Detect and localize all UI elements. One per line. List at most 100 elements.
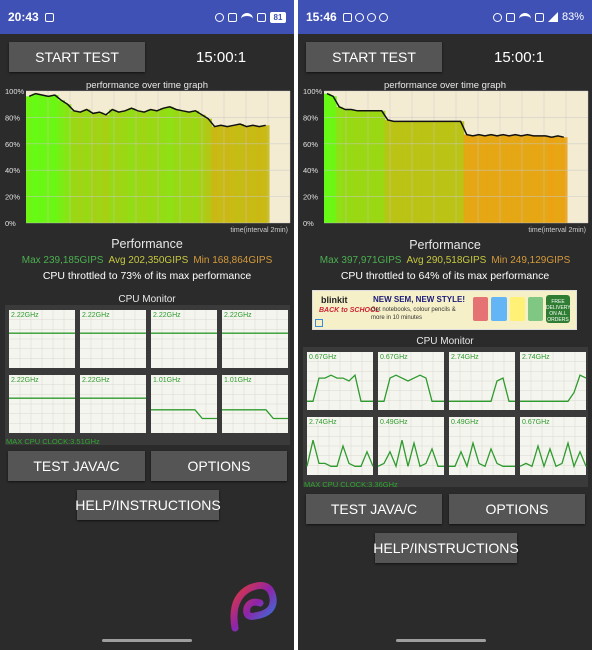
test-java-button[interactable]: TEST JAVA/C xyxy=(8,451,145,481)
perf-bar xyxy=(83,109,91,223)
avg-gips: Avg 290,518GIPS xyxy=(406,255,487,266)
min-gips: Min 249,129GIPS xyxy=(491,255,571,266)
performance-line xyxy=(28,92,266,128)
cpu-core-graph: 0.67GHz xyxy=(378,352,444,410)
performance-title: Performance xyxy=(111,237,183,251)
perf-bar xyxy=(433,121,440,223)
ad-subtext: Get notebooks, colour pencils & more in … xyxy=(371,307,456,321)
perf-bar xyxy=(372,110,380,223)
perf-bar xyxy=(211,126,219,223)
perf-bar xyxy=(243,126,251,223)
vibrate-icon xyxy=(228,12,237,22)
perf-bar xyxy=(121,110,129,223)
core-freq-label: 2.22GHz xyxy=(153,312,181,319)
wifi-icon xyxy=(241,12,253,22)
perf-bar xyxy=(77,112,85,223)
perf-bar xyxy=(512,134,519,223)
start-test-button[interactable]: START TEST xyxy=(9,42,145,72)
perf-bar xyxy=(204,118,212,223)
y-tick-label: 40% xyxy=(303,166,318,175)
core-freq-line xyxy=(306,440,374,467)
performance-stats: Max 239,185GIPS Avg 202,350GIPS Min 168,… xyxy=(0,255,294,266)
core-freq-label: 2.22GHz xyxy=(82,377,110,384)
ad-tagline: BACK to SCHOOL xyxy=(319,307,380,314)
test-java-button[interactable]: TEST JAVA/C xyxy=(306,494,442,524)
max-gips: Max 397,971GIPS xyxy=(319,255,402,266)
core-freq-line xyxy=(519,440,587,469)
perf-bar xyxy=(445,121,453,223)
perf-bar xyxy=(230,125,238,223)
core-freq-label: 0.67GHz xyxy=(380,354,408,361)
core-freq-label: 2.22GHz xyxy=(11,312,39,319)
perf-bar xyxy=(451,121,459,223)
wifi-icon xyxy=(518,12,531,22)
perf-bar xyxy=(402,121,410,223)
perf-bar xyxy=(109,109,117,223)
perf-bar xyxy=(427,121,434,223)
y-tick-label: 60% xyxy=(5,140,20,149)
cpu-core-graph: 0.67GHz xyxy=(307,352,373,410)
start-test-button[interactable]: START TEST xyxy=(306,42,442,72)
perf-bar xyxy=(153,110,161,223)
ad-info-icon[interactable] xyxy=(315,319,323,327)
perf-bar xyxy=(147,109,155,223)
graph-title: performance over time graph xyxy=(384,80,506,91)
perf-bar xyxy=(481,135,489,223)
y-tick-label: 100% xyxy=(303,87,323,96)
options-button[interactable]: OPTIONS xyxy=(151,451,287,481)
timer: 15:00:1 xyxy=(494,49,545,66)
core-freq-label: 0.49GHz xyxy=(380,419,408,426)
watermark-logo-icon xyxy=(230,582,277,632)
cpu-monitor-panel: 2.22GHz 2.22GHz 2.22GHz 2.22GHz 2.22GHz 2.22G… xyxy=(5,305,290,445)
perf-bar xyxy=(70,110,78,223)
core-freq-label: 1.01GHz xyxy=(153,377,181,384)
message-icon xyxy=(44,12,54,22)
app-icon xyxy=(354,12,364,22)
perf-bar xyxy=(463,134,471,223)
status-bar: 20:43 81 xyxy=(0,0,294,34)
status-bar: 15:46 83% xyxy=(298,0,592,34)
help-instructions-button[interactable]: HELP/INSTRUCTIONS xyxy=(373,533,519,563)
perf-bar xyxy=(487,134,495,223)
ad-banner[interactable]: blinkit BACK to SCHOOL NEW SEM, NEW STYL… xyxy=(312,290,577,330)
perf-bar xyxy=(249,125,257,223)
perf-bar xyxy=(236,124,244,223)
help-instructions-button[interactable]: HELP/INSTRUCTIONS xyxy=(75,490,221,520)
perf-bar xyxy=(128,108,136,223)
core-freq-label: 0.49GHz xyxy=(451,419,479,426)
perf-bar xyxy=(115,112,123,223)
core-freq-label: 2.22GHz xyxy=(82,312,110,319)
network-icon xyxy=(215,12,224,22)
perf-bar xyxy=(475,134,483,223)
y-tick-label: 20% xyxy=(5,193,20,202)
perf-bar xyxy=(409,121,416,223)
perf-bar xyxy=(134,110,142,223)
perf-bar xyxy=(518,135,525,223)
lock-icon xyxy=(257,12,266,22)
location-icon xyxy=(492,12,502,22)
performance-line xyxy=(326,92,564,138)
cpu-monitor-title: CPU Monitor xyxy=(416,336,474,347)
core-freq-label: 2.22GHz xyxy=(11,377,39,384)
options-button[interactable]: OPTIONS xyxy=(449,494,585,524)
performance-title: Performance xyxy=(409,238,481,252)
perf-bar xyxy=(324,93,331,223)
battery-icon: 81 xyxy=(270,11,286,23)
cpu-cores-grid: 0.67GHz 0.67GHz 2.74GHz 2.74GHz 2.74GHz 0.49G… xyxy=(306,352,587,475)
y-tick-label: 80% xyxy=(5,113,20,122)
core-freq-line xyxy=(449,440,515,469)
nav-handle[interactable] xyxy=(102,639,192,642)
perf-bar xyxy=(262,125,270,223)
nav-handle[interactable] xyxy=(396,639,486,642)
core-freq-label: 2.74GHz xyxy=(451,354,479,361)
throttle-text: CPU throttled to 73% of its max performa… xyxy=(42,270,252,282)
perf-bar xyxy=(141,112,149,223)
y-tick-label: 80% xyxy=(303,113,318,122)
cpu-monitor-title: CPU Monitor xyxy=(118,294,176,305)
y-tick-label: 0% xyxy=(5,219,16,228)
ad-headline: NEW SEM, NEW STYLE! xyxy=(373,295,465,304)
perf-bar xyxy=(173,109,180,223)
cpu-core-graph: 2.22GHz xyxy=(9,375,75,433)
perf-bar xyxy=(500,134,507,223)
core-freq-line xyxy=(151,409,217,420)
